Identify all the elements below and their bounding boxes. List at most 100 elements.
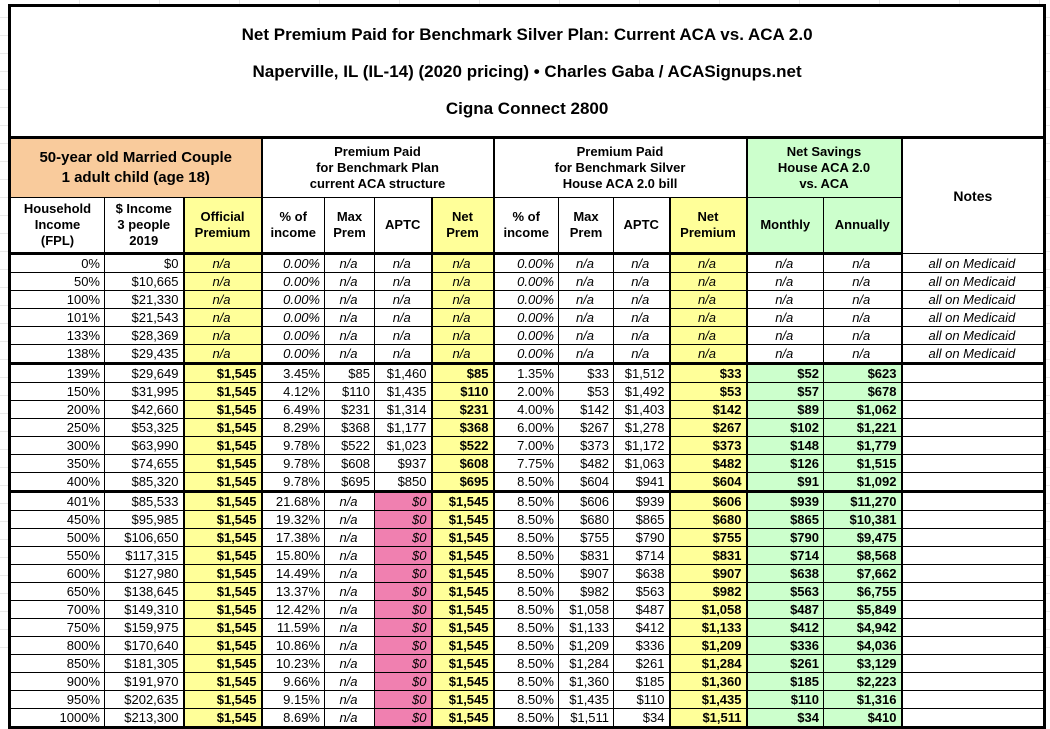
cell-h_pct: 8.50% (492, 582, 559, 601)
cell-aca_aptc: $850 (374, 472, 432, 492)
table-row: 450% $95,985 $1,545 19.32% n/a $0 $1,545 8.50% $… (9, 510, 1046, 529)
cell-aca_aptc: $1,023 (374, 436, 432, 455)
cell-aca_net: $522 (430, 436, 494, 455)
cell-aca_pct: 6.49% (260, 400, 325, 419)
cell-h_net: $373 (668, 436, 747, 455)
cell-aca_pct: 0.00% (260, 253, 325, 273)
cell-aca_aptc: $0 (374, 636, 432, 655)
cell-official: $1,545 (182, 362, 262, 383)
cell-sav_mo: $487 (745, 600, 824, 619)
cell-aca_max: $608 (324, 454, 375, 473)
column-header-house-max-prem: Max Prem (558, 197, 614, 255)
cell-fpl: 950% (9, 690, 105, 709)
cell-h_net: n/a (668, 272, 747, 291)
cell-h_net: $1,209 (668, 636, 747, 655)
group-header-household: 50-year old Married Couple 1 adult child… (9, 137, 262, 198)
cell-aca_net: $1,545 (430, 636, 494, 655)
cell-h_max: $142 (558, 400, 614, 419)
cell-sav_mo: $34 (745, 708, 824, 728)
cell-notes (900, 436, 1046, 455)
cell-aca_aptc: n/a (374, 344, 432, 364)
cell-aca_max: $368 (324, 418, 375, 437)
cell-aca_pct: 14.49% (260, 564, 325, 583)
cell-h_net: n/a (668, 344, 747, 364)
cell-fpl: 150% (9, 382, 105, 401)
cell-h_net: $907 (668, 564, 747, 583)
cell-sav_yr: n/a (823, 272, 902, 291)
cell-sav_yr: n/a (823, 308, 902, 327)
cell-official: $1,545 (182, 672, 262, 691)
cell-official: $1,545 (182, 382, 262, 401)
cell-sav_mo: $638 (745, 564, 824, 583)
column-header-notes: Notes (900, 137, 1046, 254)
cell-h_aptc: $865 (613, 510, 670, 529)
cell-aca_max: n/a (324, 510, 375, 529)
cell-sav_mo: $412 (745, 618, 824, 637)
cell-fpl: 400% (9, 472, 105, 492)
cell-notes (900, 600, 1046, 619)
cell-income: $74,655 (104, 454, 184, 473)
cell-h_pct: 8.50% (492, 472, 559, 492)
cell-sav_mo: $102 (745, 418, 824, 437)
cell-fpl: 1000% (9, 708, 105, 728)
cell-notes (900, 636, 1046, 655)
group-header-house-aca2: Premium Paid for Benchmark Silver House … (492, 137, 747, 198)
cell-h_net: n/a (668, 290, 747, 309)
cell-income: $21,543 (104, 308, 184, 327)
cell-aca_net: $231 (430, 400, 494, 419)
cell-sav_mo: n/a (745, 308, 824, 327)
cell-aca_max: n/a (324, 636, 375, 655)
cell-h_max: $1,058 (558, 600, 614, 619)
cell-official: $1,545 (182, 528, 262, 547)
cell-h_pct: 0.00% (492, 272, 559, 291)
cell-aca_pct: 3.45% (260, 362, 325, 383)
column-header-savings-annually: Annually (823, 197, 902, 255)
cell-aca_net: n/a (430, 272, 494, 291)
cell-aca_pct: 0.00% (260, 326, 325, 345)
cell-aca_net: $1,545 (430, 690, 494, 709)
cell-notes (900, 472, 1046, 492)
table-row: 200% $42,660 $1,545 6.49% $231 $1,314 $231 4.00… (9, 400, 1046, 419)
table-row: 800% $170,640 $1,545 10.86% n/a $0 $1,545 8.50%… (9, 636, 1046, 655)
title-line-3: Cigna Connect 2800 (445, 99, 609, 118)
cell-sav_mo: $336 (745, 636, 824, 655)
cell-aca_max: $522 (324, 436, 375, 455)
table-row: 133% $28,369 n/a 0.00% n/a n/a n/a 0.00% n/a n/a n… (9, 326, 1046, 345)
table-row: 950% $202,635 $1,545 9.15% n/a $0 $1,545 8.50% $… (9, 690, 1046, 709)
cell-h_max: $53 (558, 382, 614, 401)
cell-sav_yr: n/a (823, 253, 902, 273)
cell-aca_max: $695 (324, 472, 375, 492)
cell-notes (900, 510, 1046, 529)
cell-sav_mo: $865 (745, 510, 824, 529)
cell-h_aptc: n/a (613, 272, 670, 291)
cell-h_net: $267 (668, 418, 747, 437)
cell-h_aptc: $1,278 (613, 418, 670, 437)
cell-h_aptc: $1,512 (613, 362, 670, 383)
cell-aca_max: n/a (324, 690, 375, 709)
cell-fpl: 750% (9, 618, 105, 637)
cell-aca_aptc: $0 (374, 546, 432, 565)
cell-aca_aptc: $1,460 (374, 362, 432, 383)
cell-aca_net: $110 (430, 382, 494, 401)
cell-sav_yr: $1,515 (823, 454, 902, 473)
cell-notes: all on Medicaid (900, 290, 1046, 309)
column-header-aca-net-prem: Net Prem (430, 197, 494, 255)
cell-official: $1,545 (182, 436, 262, 455)
cell-notes (900, 528, 1046, 547)
cell-aca_pct: 17.38% (260, 528, 325, 547)
column-header-house-net-premium: Net Premium (668, 197, 747, 255)
cell-aca_max: n/a (324, 564, 375, 583)
cell-h_pct: 0.00% (492, 344, 559, 364)
cell-fpl: 101% (9, 308, 105, 327)
cell-fpl: 300% (9, 436, 105, 455)
table-row: 150% $31,995 $1,545 4.12% $110 $1,435 $110 2.00… (9, 382, 1046, 401)
cell-h_aptc: n/a (613, 253, 670, 273)
cell-aca_aptc: $0 (374, 672, 432, 691)
cell-notes: all on Medicaid (900, 253, 1046, 273)
cell-h_net: n/a (668, 253, 747, 273)
cell-h_net: $680 (668, 510, 747, 529)
cell-aca_net: $1,545 (430, 528, 494, 547)
cell-aca_net: $1,545 (430, 708, 494, 728)
cell-h_max: $831 (558, 546, 614, 565)
cell-h_max: n/a (558, 344, 614, 364)
